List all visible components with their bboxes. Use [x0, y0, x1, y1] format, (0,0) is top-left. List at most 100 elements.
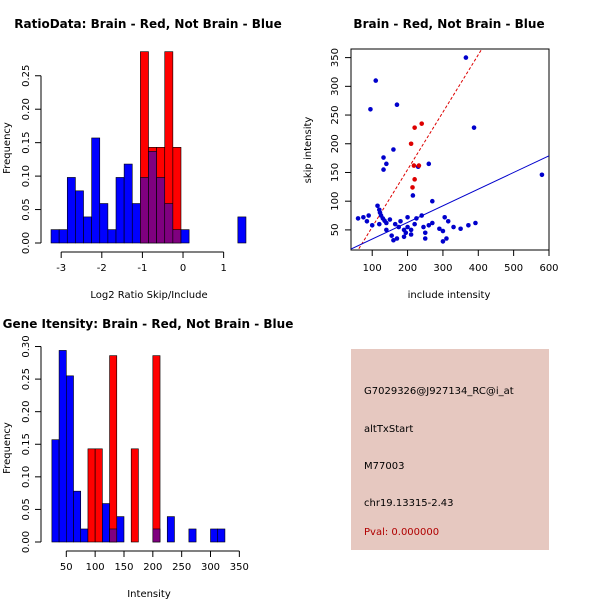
intensity-y-tick-label: 0.05 — [21, 498, 32, 520]
scatter-point-not-brain-16 — [366, 213, 371, 218]
ratio-bar-not-brain-10 — [131, 203, 141, 244]
accession-id: M77003 — [364, 461, 405, 472]
scatter-point-not-brain-42 — [445, 218, 451, 224]
intensity-histogram-ylabel: Frequency — [2, 422, 13, 474]
scatter-point-not-brain-38 — [430, 220, 435, 226]
intensity-x-tick-label: 200 — [143, 562, 162, 573]
scatter-point-not-brain-49 — [394, 236, 400, 241]
intensity-bar-brain-11 — [130, 448, 139, 543]
intensity-bar-not-brain-9 — [116, 516, 125, 543]
intensity-y-tick-label: 0.10 — [21, 466, 32, 488]
intensity-bar-not-brain-4 — [80, 528, 89, 543]
scatter-point-not-brain-8 — [426, 161, 432, 167]
scatter-point-not-brain-14 — [355, 216, 361, 221]
probe-id: G7029326@J927134_RC@i_at — [364, 386, 514, 397]
scatter-point-not-brain-37 — [426, 223, 432, 228]
scatter-point-not-brain-17 — [375, 203, 380, 209]
intensity-bar-brain-14 — [152, 355, 161, 543]
ratio-bar-overlap-12 — [148, 151, 157, 244]
ratio-x-tick-label: -1 — [137, 263, 147, 274]
scatter-point-not-brain-32 — [412, 221, 417, 227]
scatter-point-not-brain-47 — [384, 227, 389, 233]
ratio-bar-not-brain-0 — [50, 229, 60, 244]
scatter-point-not-brain-50 — [401, 234, 407, 240]
ratio-x-tick-label: -2 — [97, 263, 107, 274]
scatter-point-not-brain-51 — [408, 232, 414, 237]
scatter-point-not-brain-41 — [442, 214, 448, 220]
ratio-bar-overlap-13 — [156, 177, 166, 244]
scatter-fit-lines — [351, 49, 549, 250]
scatter-fit-line-brain — [357, 49, 483, 250]
scatter-xlabel: include intensity — [408, 290, 491, 301]
scatter-points — [355, 55, 545, 244]
scatter-panel: Brain - Red, Not Brain - Blue include in… — [303, 17, 559, 301]
info-panel: G7029326@J927134_RC@i_at altTxStart M770… — [351, 349, 549, 550]
intensity-x-tick-label: 150 — [114, 562, 133, 573]
intensity-bar-not-brain-7 — [102, 503, 110, 543]
scatter-point-not-brain-58 — [391, 237, 396, 243]
intensity-histogram-xlabel: Intensity — [127, 589, 171, 600]
scatter-point-brain-3 — [411, 163, 417, 168]
scatter-point-not-brain-40 — [440, 228, 446, 234]
scatter-point-not-brain-24 — [387, 217, 393, 222]
intensity-bar-not-brain-16 — [166, 516, 175, 543]
scatter-point-not-brain-25 — [392, 221, 398, 227]
scatter-point-not-brain-57 — [364, 218, 370, 224]
ratio-bar-overlap-14 — [164, 203, 174, 244]
scatter-x-tick-label: 200 — [398, 263, 417, 274]
intensity-bar-brain-6 — [94, 448, 103, 543]
intensity-bar-not-brain-22 — [210, 528, 219, 543]
intensity-x-tick-label: 100 — [86, 562, 105, 573]
ratio-histogram-title: RatioData: Brain - Red, Not Brain - Blue — [14, 17, 281, 31]
ratio-histogram-axes: -3 -2 -1 0 1 0.00 0.05 0.10 0.15 0.20 0.25 — [21, 65, 227, 274]
ratio-bar-not-brain-1 — [58, 229, 68, 244]
scatter-point-not-brain-56 — [369, 223, 375, 228]
intensity-x-tick-label: 300 — [201, 562, 220, 573]
intensity-y-tick-label: 0.15 — [21, 433, 32, 455]
scatter-point-not-brain-12 — [410, 193, 416, 198]
scatter-point-not-brain-15 — [361, 214, 366, 220]
scatter-point-not-brain-35 — [421, 224, 426, 230]
intensity-y-tick-label: 0.00 — [21, 531, 32, 553]
ratio-bar-not-brain-23 — [237, 216, 247, 244]
intensity-x-tick-label: 250 — [172, 562, 191, 573]
intensity-bar-overlap-14 — [152, 528, 161, 543]
scatter-ylabel: skip intensity — [303, 117, 314, 184]
p-value: Pval: 0.000000 — [364, 527, 440, 538]
scatter-y-tick-label: 300 — [330, 77, 341, 96]
ratio-histogram-xlabel: Log2 Ratio Skip/Include — [90, 290, 207, 301]
scatter-point-not-brain-23 — [384, 220, 389, 226]
scatter-point-not-brain-54 — [444, 236, 449, 241]
scatter-fit-line-not-brain — [351, 155, 549, 250]
intensity-x-tick-label: 350 — [230, 562, 249, 573]
scatter-y-tick-label: 50 — [330, 224, 341, 237]
scatter-point-not-brain-48 — [389, 233, 394, 238]
intensity-bar-not-brain-0 — [51, 439, 60, 543]
intensity-histogram-panel: Gene Itensity: Brain - Red, Not Brain - … — [2, 317, 293, 600]
scatter-point-not-brain-26 — [396, 224, 402, 230]
intensity-bar-brain-5 — [87, 448, 96, 543]
ratio-y-tick-label: 0.25 — [21, 65, 32, 87]
intensity-bar-not-brain-23 — [217, 528, 226, 543]
ratio-x-tick-label: -3 — [56, 263, 66, 274]
scatter-point-not-brain-52 — [422, 236, 428, 241]
ratio-bar-not-brain-5 — [91, 137, 101, 244]
intensity-bar-overlap-8 — [109, 528, 118, 543]
scatter-point-not-brain-5 — [391, 147, 396, 152]
intensity-y-tick-label: 0.25 — [21, 368, 32, 390]
scatter-point-not-brain-6 — [384, 161, 389, 167]
ratio-bar-not-brain-8 — [115, 177, 125, 244]
ratio-bar-overlap-11 — [140, 177, 149, 244]
scatter-point-not-brain-55 — [376, 221, 382, 227]
ratio-y-tick-label: 0.15 — [21, 132, 32, 154]
ratio-y-tick-label: 0.00 — [21, 232, 32, 254]
intensity-bar-not-brain-1 — [58, 350, 67, 543]
scatter-point-brain-2 — [408, 141, 414, 147]
scatter-x-tick-label: 500 — [504, 263, 523, 274]
scatter-point-not-brain-36 — [422, 230, 428, 236]
ratio-histogram-ylabel: Frequency — [2, 122, 13, 174]
ratio-bar-not-brain-7 — [107, 229, 117, 244]
ratio-bar-not-brain-9 — [123, 163, 133, 244]
intensity-histogram-axes: 50 100 150 200 250 300 350 0.00 0.05 0.10 0.15 0.20… — [21, 335, 249, 573]
